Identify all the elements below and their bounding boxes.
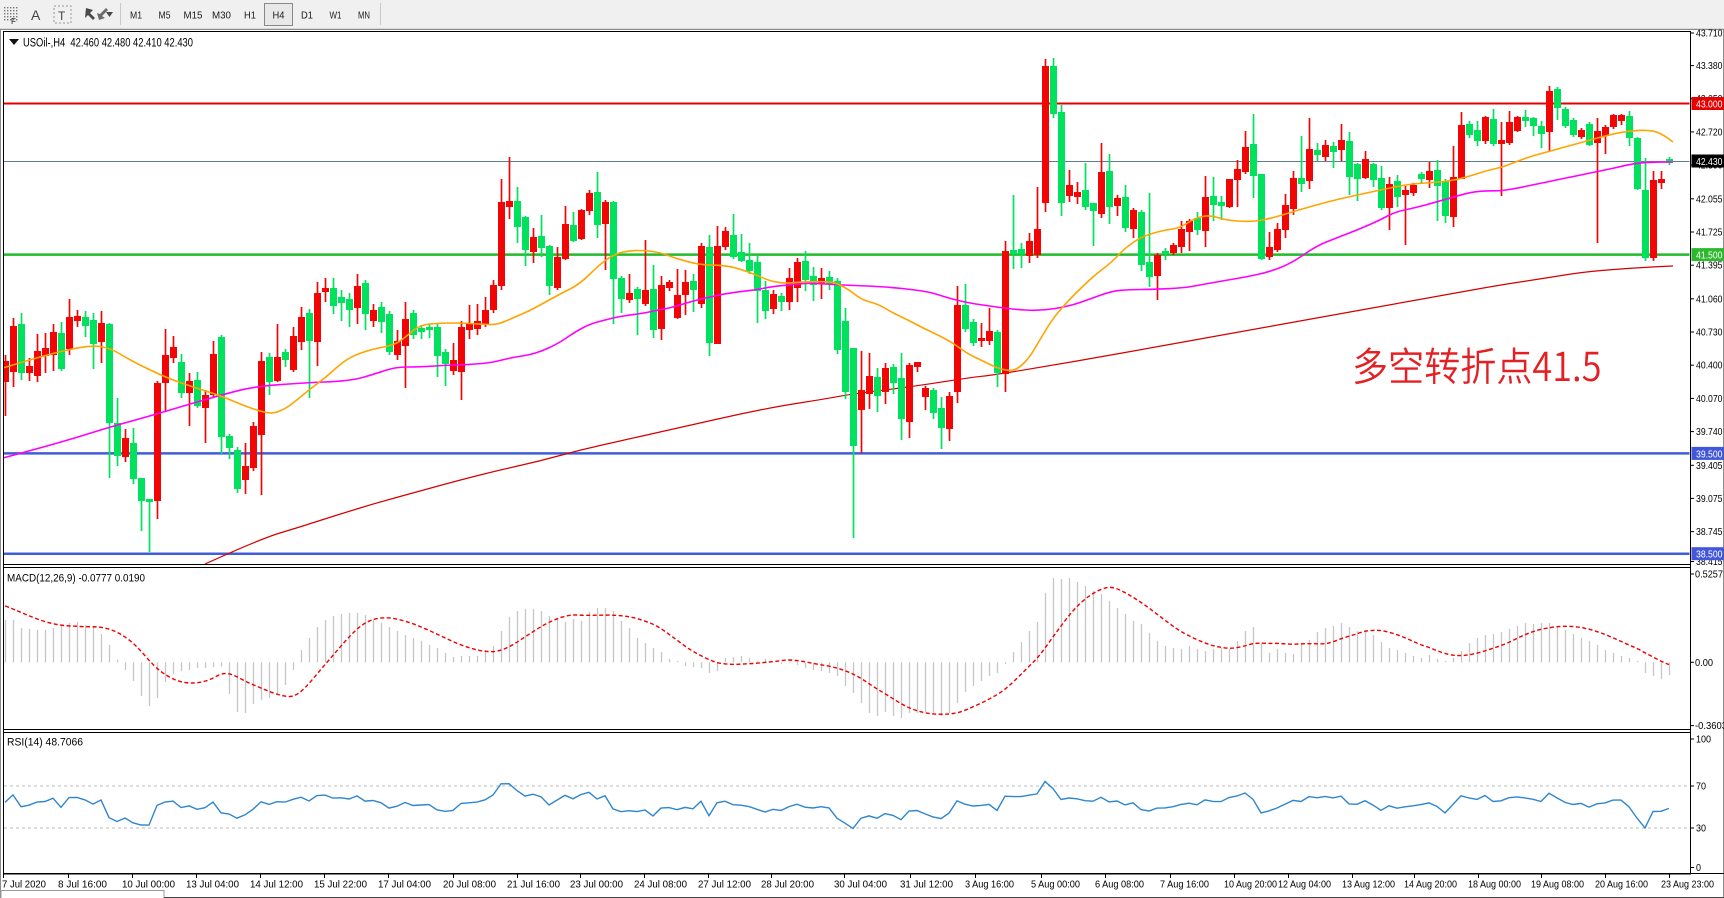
svg-text:39.500: 39.500 — [1696, 448, 1723, 460]
svg-text:M5: M5 — [159, 10, 171, 22]
svg-text:41.395: 41.395 — [1696, 260, 1723, 272]
svg-text:39.740: 39.740 — [1696, 426, 1723, 438]
svg-text:38.500: 38.500 — [1696, 549, 1723, 561]
svg-text:10 Jul 00:00: 10 Jul 00:00 — [122, 879, 175, 891]
svg-text:-0.3603: -0.3603 — [1695, 720, 1724, 732]
svg-text:10 Aug 20:00: 10 Aug 20:00 — [1224, 879, 1277, 891]
svg-text:14 Aug 20:00: 14 Aug 20:00 — [1404, 879, 1457, 891]
svg-text:20 Aug 16:00: 20 Aug 16:00 — [1595, 879, 1648, 891]
svg-text:13 Jul 04:00: 13 Jul 04:00 — [186, 879, 239, 891]
svg-text:40.730: 40.730 — [1696, 327, 1723, 339]
svg-text:20 Jul 08:00: 20 Jul 08:00 — [443, 879, 496, 891]
svg-text:8 Jul 16:00: 8 Jul 16:00 — [58, 879, 107, 891]
svg-text:M30: M30 — [212, 10, 231, 22]
svg-text:USOil-,H4 42.460 42.480 42.41: USOil-,H4 42.460 42.480 42.410 42.430 — [23, 38, 193, 50]
svg-text:M15: M15 — [184, 10, 203, 22]
svg-text:A: A — [31, 7, 41, 23]
svg-text:D1: D1 — [301, 10, 313, 22]
svg-text:3 Aug 16:00: 3 Aug 16:00 — [965, 879, 1014, 891]
svg-text:43.000: 43.000 — [1696, 99, 1723, 111]
svg-text:0: 0 — [1696, 862, 1701, 874]
svg-text:28 Jul 20:00: 28 Jul 20:00 — [761, 879, 814, 891]
svg-text:MN: MN — [358, 10, 370, 22]
svg-text:7 Aug 16:00: 7 Aug 16:00 — [1160, 879, 1209, 891]
svg-text:41.060: 41.060 — [1696, 293, 1723, 305]
svg-text:27 Jul 12:00: 27 Jul 12:00 — [698, 879, 751, 891]
svg-text:38.745: 38.745 — [1696, 526, 1723, 538]
svg-text:MACD(12,26,9) -0.0777 0.0190: MACD(12,26,9) -0.0777 0.0190 — [7, 573, 145, 585]
svg-text:6 Aug 08:00: 6 Aug 08:00 — [1095, 879, 1144, 891]
svg-text:0.00: 0.00 — [1695, 657, 1713, 669]
svg-text:23 Jul 00:00: 23 Jul 00:00 — [570, 879, 623, 891]
svg-text:43.380: 43.380 — [1696, 60, 1723, 72]
svg-text:15 Jul 22:00: 15 Jul 22:00 — [314, 879, 367, 891]
svg-text:RSI(14) 48.7066: RSI(14) 48.7066 — [7, 737, 83, 749]
svg-text:F: F — [11, 17, 16, 26]
svg-text:100: 100 — [1696, 734, 1711, 746]
svg-text:30 Jul 04:00: 30 Jul 04:00 — [834, 879, 887, 891]
svg-text:70: 70 — [1696, 781, 1706, 793]
svg-text:T: T — [58, 9, 66, 23]
svg-text:41.725: 41.725 — [1696, 227, 1723, 239]
svg-text:43.710: 43.710 — [1696, 28, 1723, 40]
svg-text:7 Jul 2020: 7 Jul 2020 — [2, 879, 46, 891]
svg-text:H1: H1 — [244, 10, 256, 22]
svg-text:42.055: 42.055 — [1696, 193, 1723, 205]
svg-text:21 Jul 16:00: 21 Jul 16:00 — [507, 879, 560, 891]
svg-text:24 Jul 08:00: 24 Jul 08:00 — [634, 879, 687, 891]
svg-text:18 Aug 00:00: 18 Aug 00:00 — [1468, 879, 1521, 891]
svg-text:40.400: 40.400 — [1696, 360, 1723, 372]
svg-text:17 Jul 04:00: 17 Jul 04:00 — [378, 879, 431, 891]
svg-text:0.5257: 0.5257 — [1695, 569, 1723, 581]
svg-text:30: 30 — [1696, 823, 1706, 835]
svg-text:41.500: 41.500 — [1696, 250, 1723, 262]
svg-text:19 Aug 08:00: 19 Aug 08:00 — [1531, 879, 1584, 891]
svg-text:H4: H4 — [273, 10, 285, 22]
svg-text:39.075: 39.075 — [1696, 493, 1723, 505]
svg-text:W1: W1 — [330, 10, 342, 22]
svg-text:42.430: 42.430 — [1696, 156, 1723, 168]
svg-text:13 Aug 12:00: 13 Aug 12:00 — [1342, 879, 1395, 891]
svg-text:23 Aug 23:00: 23 Aug 23:00 — [1661, 879, 1714, 891]
svg-text:31 Jul 12:00: 31 Jul 12:00 — [900, 879, 953, 891]
svg-text:12 Aug 04:00: 12 Aug 04:00 — [1278, 879, 1331, 891]
svg-text:42.720: 42.720 — [1696, 126, 1723, 138]
svg-text:5 Aug 00:00: 5 Aug 00:00 — [1031, 879, 1080, 891]
svg-text:14 Jul 12:00: 14 Jul 12:00 — [250, 879, 303, 891]
svg-text:40.070: 40.070 — [1696, 393, 1723, 405]
svg-text:39.405: 39.405 — [1696, 460, 1723, 472]
svg-text:M1: M1 — [130, 10, 142, 22]
